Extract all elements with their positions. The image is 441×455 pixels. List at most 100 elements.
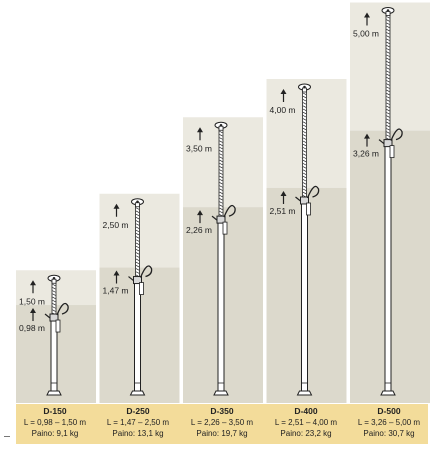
thread-mark	[302, 153, 307, 156]
thread-mark	[219, 130, 223, 134]
thread-mark	[302, 182, 307, 185]
thread-mark	[386, 57, 390, 61]
collar-pin	[295, 196, 301, 202]
thread-mark	[219, 150, 223, 153]
thread-mark	[302, 121, 307, 124]
thread-mark	[302, 140, 307, 143]
model-name: D-350	[210, 406, 234, 416]
thread-mark	[386, 32, 390, 35]
thread-mark	[386, 76, 390, 80]
thread-mark	[386, 60, 390, 64]
min-height-label: 2,51 m	[270, 206, 296, 216]
outer-tube	[134, 282, 141, 396]
thread-mark	[302, 105, 307, 108]
thread-mark	[386, 64, 390, 67]
length-range: L = 1,47 – 2,50 m	[106, 418, 170, 427]
head-neck	[135, 202, 140, 208]
thread-mark	[135, 207, 140, 210]
max-height-label: 3,50 m	[186, 143, 212, 153]
thread-mark	[302, 127, 307, 131]
thread-mark	[135, 210, 140, 213]
length-range: L = 0,98 – 1,50 m	[23, 418, 87, 427]
thread-mark	[386, 22, 390, 25]
thread-mark	[386, 73, 390, 77]
thread-mark	[302, 188, 307, 191]
collar-handle	[390, 128, 403, 141]
thread-mark	[135, 249, 140, 252]
collar-handle	[223, 204, 236, 218]
thread-mark	[302, 115, 307, 118]
caption-d350: D-350 L = 2,26 – 3,50 m Paino: 19,7 kg	[181, 406, 263, 439]
thread-mark	[219, 207, 223, 210]
thread-mark	[302, 92, 307, 95]
collar-pin	[211, 215, 218, 221]
thread-mark	[302, 185, 307, 188]
max-height-arrow	[113, 203, 120, 209]
head-neck	[218, 125, 224, 131]
thread-mark	[386, 38, 390, 41]
thread-mark	[386, 41, 390, 45]
thread-mark	[302, 143, 307, 147]
thread-mark	[302, 134, 307, 137]
min-height-label: 0,98 m	[19, 323, 45, 333]
thread-mark	[386, 80, 390, 83]
thread-mark	[219, 175, 223, 178]
thread-mark	[386, 86, 390, 89]
outer-tube	[301, 202, 308, 396]
thread-mark	[302, 169, 307, 172]
thread-mark	[386, 118, 390, 121]
thread-mark	[219, 191, 223, 194]
caption-d250: D-250 L = 1,47 – 2,50 m Paino: 13,1 kg	[97, 406, 179, 439]
thread-mark	[135, 245, 140, 249]
min-height-arrow	[364, 133, 370, 139]
thread-mark	[219, 166, 223, 169]
pin-sleeve	[139, 282, 144, 295]
thread-mark	[219, 162, 223, 166]
thread-mark	[386, 131, 390, 134]
thread-mark	[135, 220, 140, 223]
thread-mark	[219, 159, 223, 162]
thread-mark	[219, 134, 223, 137]
thread-mark	[135, 242, 140, 245]
weight: Paino: 19,7 kg	[196, 429, 248, 438]
thread-mark	[219, 204, 223, 207]
thread-mark	[302, 175, 307, 179]
thread-mark	[219, 137, 223, 140]
min-height-arrow	[113, 270, 120, 276]
thread-mark	[386, 89, 390, 93]
caption-d400: D-400 L = 2,51 – 4,00 m Paino: 23,2 kg	[265, 406, 347, 439]
thread-mark	[302, 111, 307, 115]
thread-mark	[135, 239, 140, 242]
thread-mark	[302, 163, 307, 166]
base-plate	[129, 390, 146, 396]
head-neck	[51, 278, 57, 284]
caption-d500: D-500 L = 3,26 – 5,00 m Paino: 30,7 kg	[348, 406, 430, 439]
thread-mark	[219, 153, 223, 156]
pin-sleeve	[55, 319, 61, 333]
thread-mark	[135, 258, 140, 261]
label-band	[16, 404, 428, 444]
thread-mark	[386, 51, 390, 54]
model-name: D-400	[294, 406, 318, 416]
min-height-label: 2,26 m	[186, 225, 212, 235]
thread-mark	[135, 213, 140, 217]
thread-mark	[386, 19, 390, 22]
thread-mark	[386, 108, 390, 112]
pin-sleeve	[306, 202, 311, 216]
thread-mark	[386, 83, 390, 86]
thread-mark	[302, 131, 307, 134]
thread-mark	[219, 178, 223, 182]
max-height-label: 5,00 m	[353, 29, 379, 39]
thread-mark	[386, 134, 390, 137]
weight: Paino: 30,7 kg	[363, 429, 415, 438]
weight: Paino: 23,2 kg	[280, 429, 332, 438]
min-height-arrow	[280, 190, 287, 196]
thread-mark	[52, 303, 56, 306]
thread-mark	[135, 271, 140, 274]
head-neck	[385, 11, 391, 16]
thread-mark	[386, 44, 390, 48]
length-range: L = 2,26 – 3,50 m	[190, 418, 254, 427]
length-range: L = 2,51 – 4,00 m	[274, 418, 338, 427]
length-range: L = 3,26 – 5,00 m	[357, 418, 421, 427]
thread-mark	[219, 210, 223, 214]
